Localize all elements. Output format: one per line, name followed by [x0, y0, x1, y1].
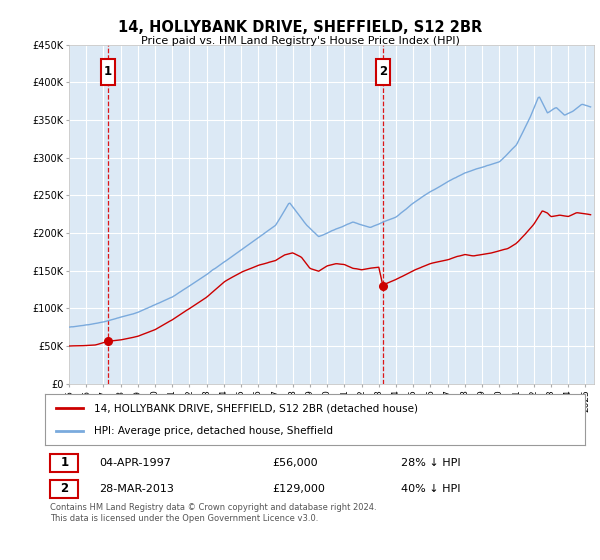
Text: 28-MAR-2013: 28-MAR-2013 [99, 484, 174, 493]
Text: Price paid vs. HM Land Registry's House Price Index (HPI): Price paid vs. HM Land Registry's House … [140, 36, 460, 46]
Text: 04-APR-1997: 04-APR-1997 [99, 458, 171, 468]
Text: £129,000: £129,000 [272, 484, 325, 493]
FancyBboxPatch shape [376, 59, 389, 85]
Text: 2: 2 [379, 66, 387, 78]
Text: 14, HOLLYBANK DRIVE, SHEFFIELD, S12 2BR: 14, HOLLYBANK DRIVE, SHEFFIELD, S12 2BR [118, 20, 482, 35]
Text: £56,000: £56,000 [272, 458, 317, 468]
Text: 1: 1 [104, 66, 112, 78]
Text: HPI: Average price, detached house, Sheffield: HPI: Average price, detached house, Shef… [94, 426, 332, 436]
FancyBboxPatch shape [101, 59, 115, 85]
Text: 2: 2 [61, 482, 68, 495]
Text: 28% ↓ HPI: 28% ↓ HPI [401, 458, 461, 468]
Text: Contains HM Land Registry data © Crown copyright and database right 2024.
This d: Contains HM Land Registry data © Crown c… [50, 503, 377, 522]
FancyBboxPatch shape [50, 454, 79, 472]
Text: 14, HOLLYBANK DRIVE, SHEFFIELD, S12 2BR (detached house): 14, HOLLYBANK DRIVE, SHEFFIELD, S12 2BR … [94, 403, 418, 413]
Text: 1: 1 [61, 456, 68, 469]
Text: 40% ↓ HPI: 40% ↓ HPI [401, 484, 461, 493]
FancyBboxPatch shape [50, 480, 79, 497]
